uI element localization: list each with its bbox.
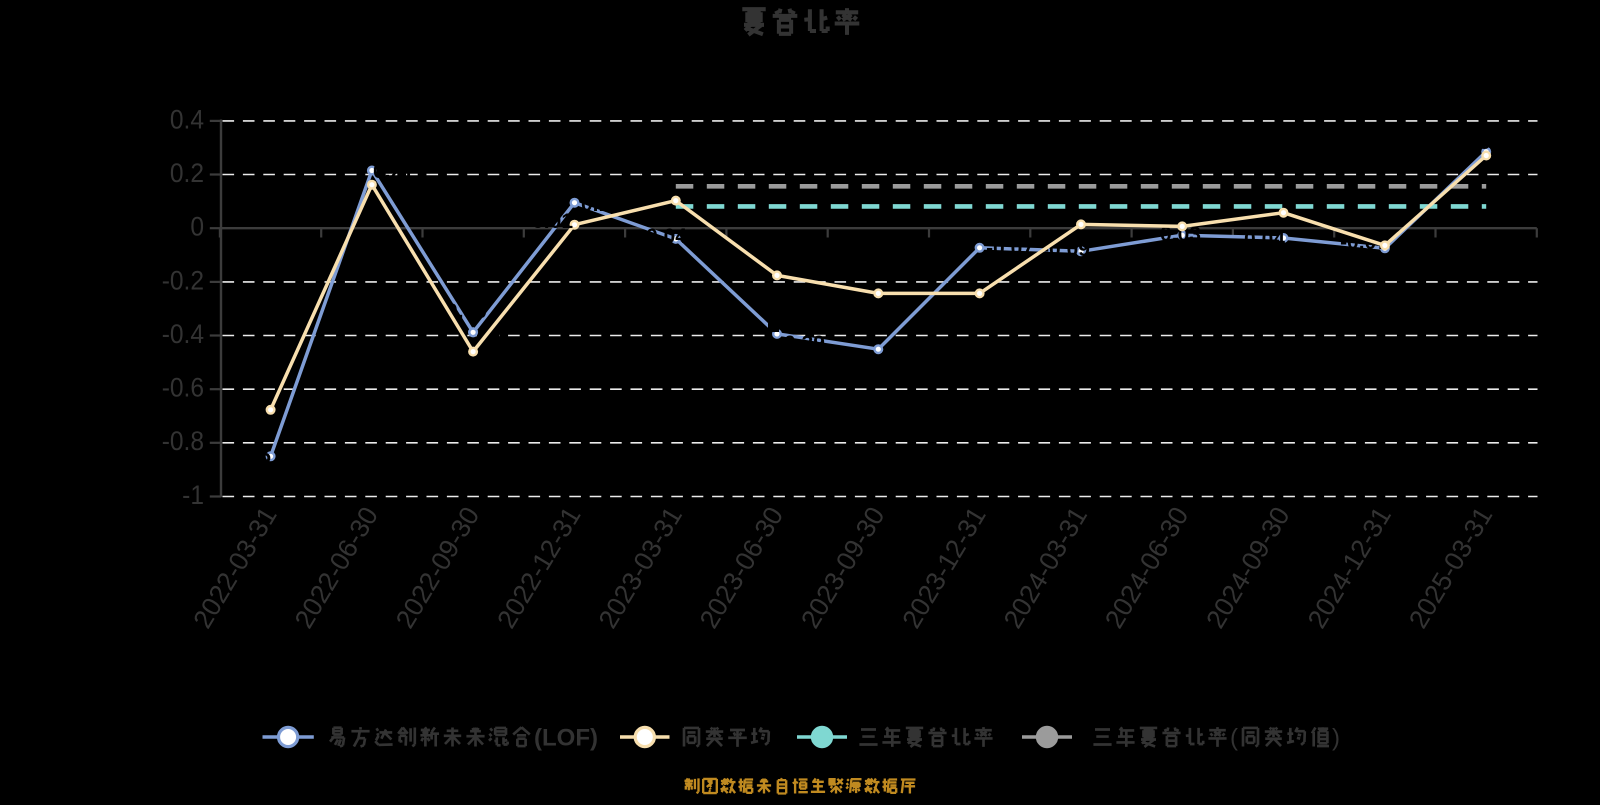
svg-text:-0.6: -0.6: [162, 374, 204, 403]
svg-text:-0.85: -0.85: [223, 445, 271, 468]
svg-text:): ): [1332, 725, 1340, 752]
svg-text:-0.09: -0.09: [1042, 238, 1090, 261]
svg-text:-1: -1: [182, 481, 204, 510]
svg-text:0.01: 0.01: [532, 210, 573, 233]
svg-text:0.1: 0.1: [581, 193, 611, 216]
svg-text:0.21: 0.21: [373, 160, 414, 183]
svg-text:-0.07: -0.07: [986, 237, 1034, 260]
svg-text:0: 0: [190, 213, 204, 242]
svg-text:-0.04: -0.04: [1237, 228, 1285, 251]
svg-text:(LOF): (LOF): [534, 725, 598, 752]
svg-text:-0.8: -0.8: [162, 427, 204, 456]
svg-text:0.4: 0.4: [170, 105, 204, 134]
svg-text:-0.03: -0.03: [1153, 223, 1201, 246]
svg-text:0.28: 0.28: [1449, 131, 1490, 154]
svg-text:-0.07: -0.07: [1340, 231, 1388, 254]
svg-text:-0.39: -0.39: [777, 332, 825, 355]
svg-text:-0.45: -0.45: [884, 337, 932, 360]
svg-text:-0.39: -0.39: [439, 300, 487, 323]
svg-text:0.2: 0.2: [170, 159, 204, 188]
svg-text:-0.2: -0.2: [162, 266, 204, 295]
svg-text:-0.4: -0.4: [162, 320, 204, 349]
svg-text:-0.04: -0.04: [639, 225, 687, 248]
svg-text:(: (: [1230, 725, 1238, 752]
